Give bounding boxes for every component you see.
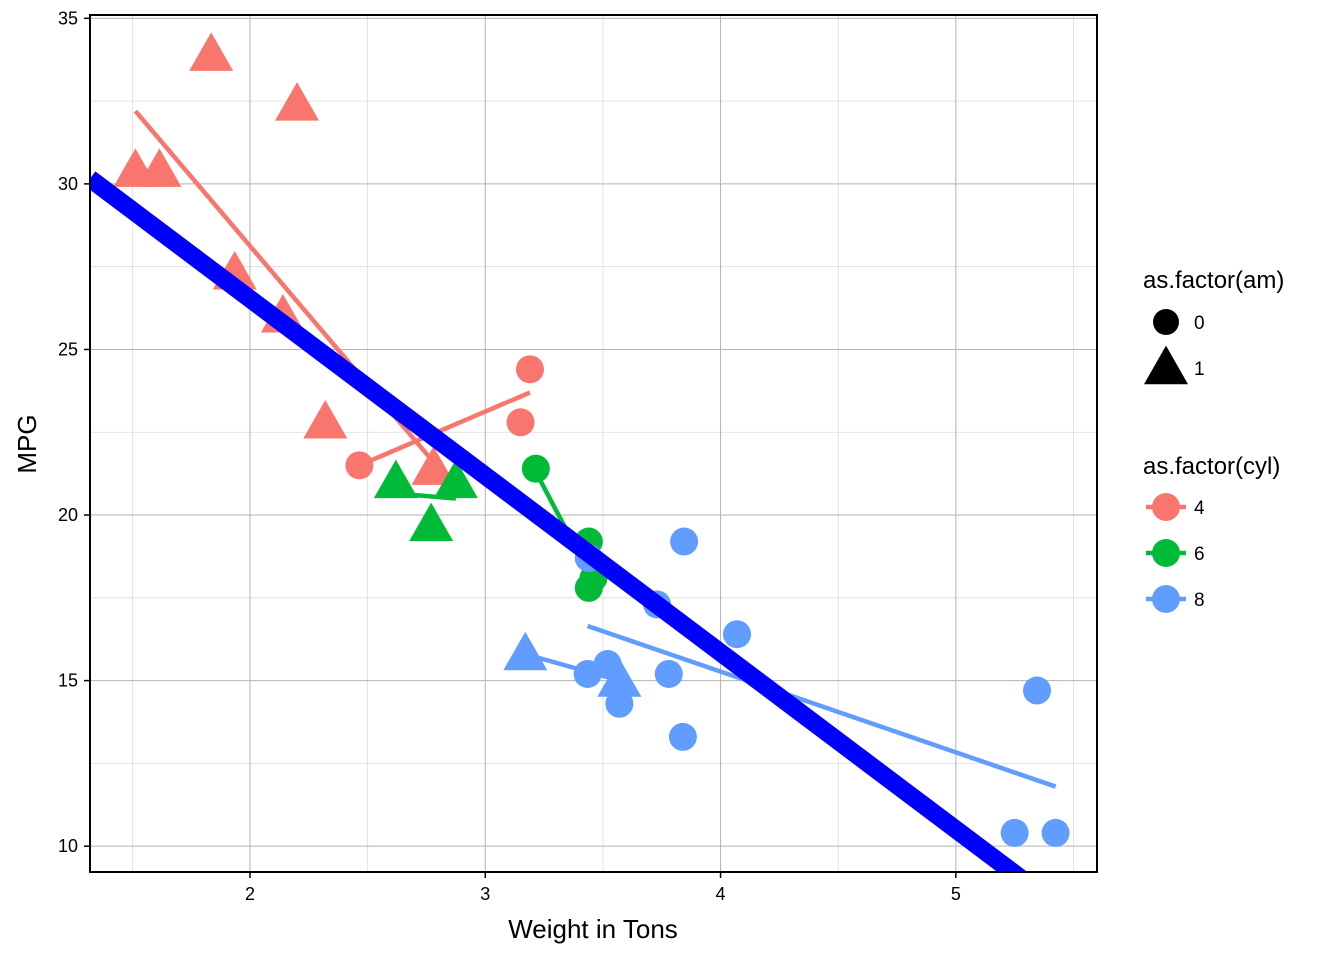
data-point-triangle [373,459,418,499]
x-tick-label: 2 [245,884,255,904]
legend-key-dot [1152,585,1180,613]
y-tick-label: 25 [58,339,78,359]
legend-label-cyl: 8 [1194,590,1205,611]
data-point-circle [654,659,683,688]
data-point-circle [506,408,535,437]
data-point-triangle [275,82,320,121]
y-tick-label: 35 [58,8,78,28]
legend-key-triangle [1144,345,1188,385]
legend-label-am: 1 [1194,359,1205,380]
data-point-triangle [409,502,454,542]
legend-key-dot [1152,493,1180,521]
data-point-circle [670,527,699,556]
legend-label-am: 0 [1194,313,1205,334]
data-point-circle [723,620,752,649]
x-tick-label: 4 [716,884,726,904]
plot-frame [89,14,1098,873]
data-point-triangle [433,459,478,499]
fit-line-cyl-8-am-0 [586,623,1057,789]
data-point-triangle [303,399,348,439]
y-tick-label: 15 [58,671,78,691]
color-legend-keys: 4 6 8 [1146,493,1205,613]
color-legend-title: as.factor(cyl) [1143,453,1280,480]
plot-area [90,15,1097,872]
data-point-circle [1023,676,1052,705]
data-point-circle [573,659,602,688]
overall-fit-line-path [90,171,1028,872]
data-point-circle [668,722,697,751]
axes: 2 3 4 5 10 15 20 25 30 35 [58,8,961,904]
y-tick-label: 20 [58,505,78,525]
y-axis-title: MPG [12,414,42,473]
data-point-circle [1000,818,1029,847]
legend: as.factor(am) 01 as.factor(cyl) 468 [1143,267,1284,613]
y-tick-label: 30 [58,174,78,194]
shape-legend-keys: 01 [1144,309,1205,385]
data-point-circle [521,454,550,483]
overall-fit-line [90,171,1028,872]
shape-legend-title: as.factor(am) [1143,267,1284,294]
data-point-circle [605,689,634,718]
grid-lines [90,15,1097,872]
x-tick-label: 5 [951,884,961,904]
data-point-triangle [137,148,182,187]
y-tick-label: 10 [58,836,78,856]
x-tick-label: 3 [480,884,490,904]
data-point-triangle [597,658,642,697]
data-point-circle [345,451,374,480]
legend-label-cyl: 4 [1194,498,1205,519]
data-point-circle [515,355,544,384]
x-axis-title: Weight in Tons [508,914,678,944]
plot-background [90,15,1097,872]
legend-key-circle [1153,309,1179,335]
data-point-triangle [189,32,234,71]
legend-key-dot [1152,539,1180,567]
legend-label-cyl: 6 [1194,544,1205,565]
data-point-circle [1041,818,1070,847]
panel-border [89,14,1098,873]
fit-line-cyl-4-am-0 [358,390,531,468]
data-point-triangle [411,446,456,485]
data-point-triangle [503,631,548,671]
